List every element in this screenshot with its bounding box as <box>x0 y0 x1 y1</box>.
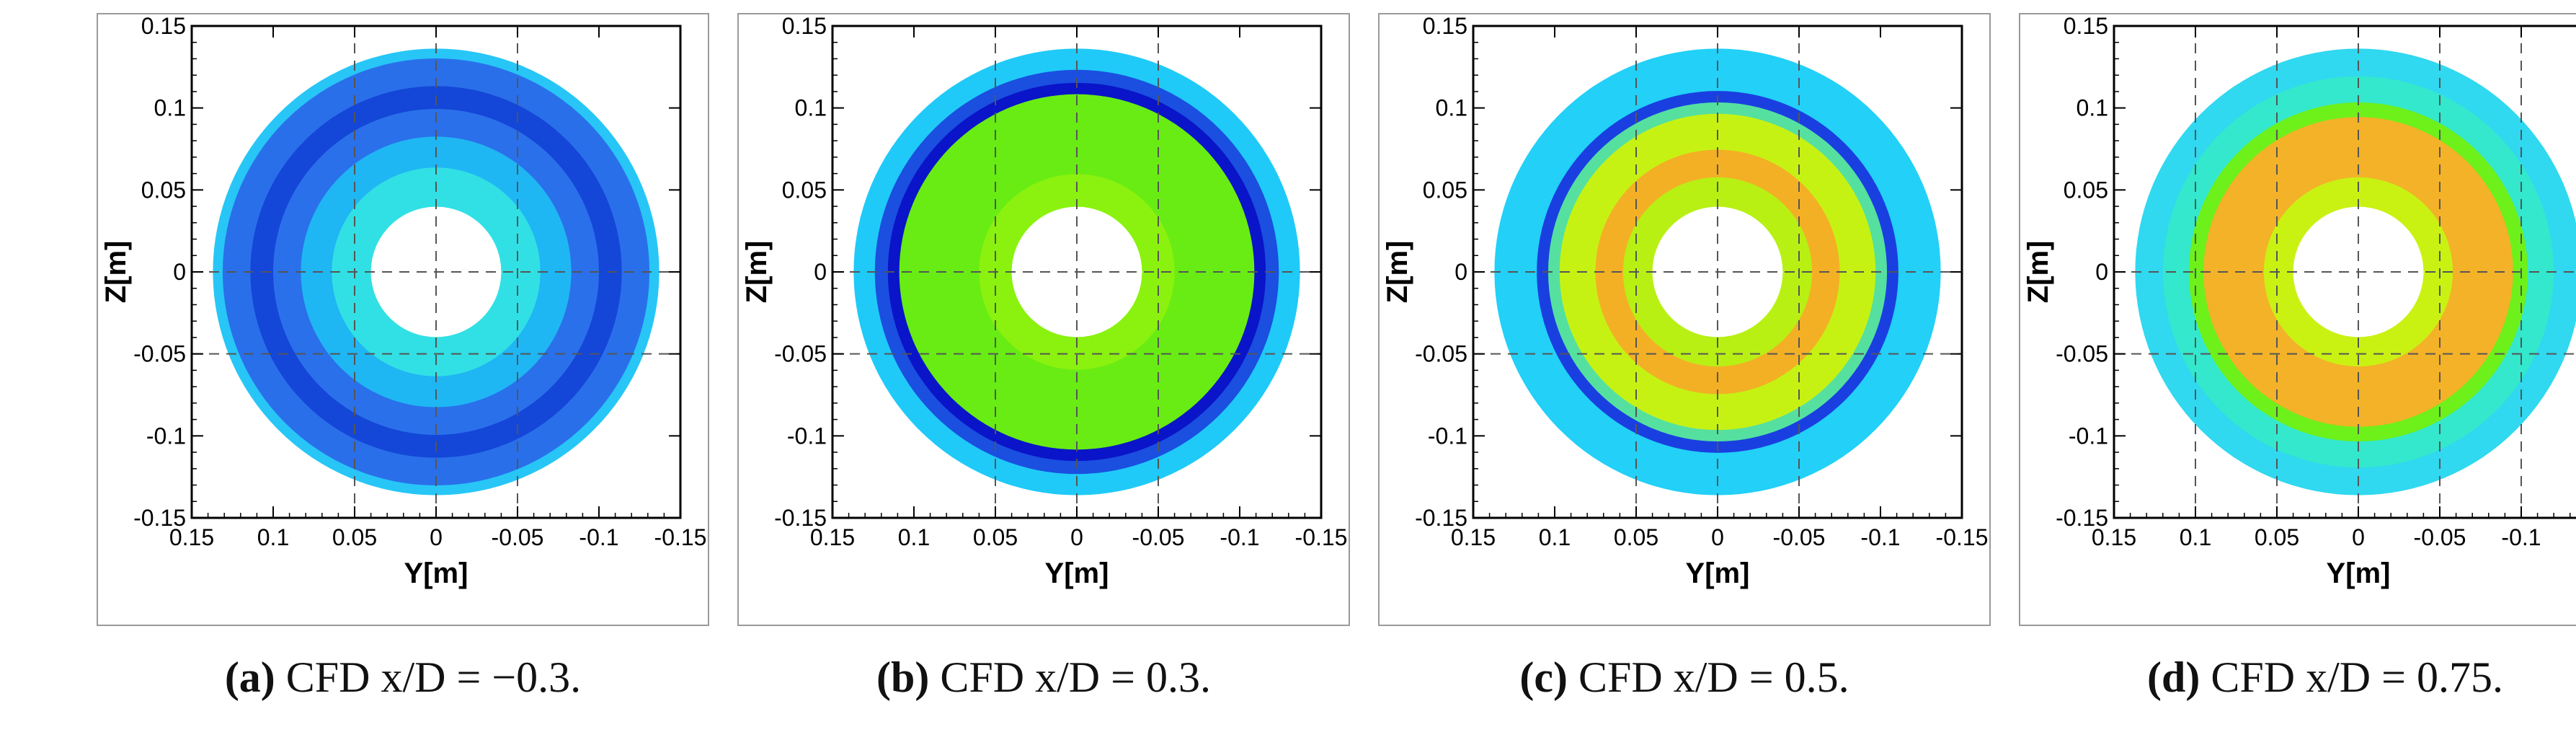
xtick-label-a-4: -0.05 <box>492 524 544 550</box>
y-axis-label-d: Z[m] <box>2022 241 2054 304</box>
plot-panel-c: 0.15 0.1 0.05 0 -0.05 -0.1 -0.15 0.15 0.1 0.05 0 -0… <box>1378 13 1991 626</box>
ytick-label-b-2: 0.05 <box>782 177 827 203</box>
caption-a: (a) CFD x/D = −0.3. <box>97 653 709 702</box>
caption-letter-b: (b) <box>876 653 930 701</box>
ytick-label-c-0: 0.15 <box>1423 14 1467 39</box>
plot-panel-d: 0.150.10.050-0.05-0.1-0.150.150.10.050-0… <box>2019 13 2576 626</box>
contour-plot-c: 0.15 0.1 0.05 0 -0.05 -0.1 -0.150.150.10.050-0… <box>1382 14 1989 589</box>
caption-text-b: CFD x/D = 0.3. <box>940 653 1211 701</box>
x-axis-label-b: Y[m] <box>1045 558 1109 589</box>
xtick-label-a-0: 0.15 <box>169 524 214 550</box>
ytick-label-a-2: 0.05 <box>141 177 186 203</box>
xtick-label-c-2: 0.05 <box>1614 524 1658 550</box>
xtick-label-d-2: 0.05 <box>2255 524 2299 550</box>
ytick-label-c-6: -0.15 <box>1415 505 1467 531</box>
xtick-label-b-1: 0.1 <box>898 524 930 550</box>
x-axis-label-a: Y[m] <box>404 558 468 589</box>
xtick-label-b-5: -0.1 <box>1220 524 1259 550</box>
xtick-label-c-6: -0.15 <box>1936 524 1989 550</box>
ytick-label-a-6: -0.15 <box>133 505 186 531</box>
xtick-label-b-2: 0.05 <box>973 524 1018 550</box>
xtick-label-c-5: -0.1 <box>1860 524 1900 550</box>
ytick-label-a-4: -0.05 <box>133 341 186 367</box>
y-axis-label-a: Z[m] <box>100 241 132 304</box>
xtick-label-c-1: 0.1 <box>1539 524 1571 550</box>
y-axis-label-b: Z[m] <box>741 241 773 304</box>
ytick-label-d-0: 0.15 <box>2064 14 2108 39</box>
caption-text-c: CFD x/D = 0.5. <box>1578 653 1849 701</box>
xtick-label-a-6: -0.15 <box>654 524 707 550</box>
xtick-label-d-3: 0 <box>2352 524 2365 550</box>
ytick-label-c-1: 0.1 <box>1436 95 1467 121</box>
ytick-label-b-1: 0.1 <box>795 95 827 121</box>
ytick-label-b-4: -0.05 <box>774 341 827 367</box>
xtick-label-b-0: 0.15 <box>810 524 855 550</box>
xtick-label-c-0: 0.15 <box>1451 524 1496 550</box>
ytick-label-a-0: 0.15 <box>141 14 186 39</box>
xtick-label-b-4: -0.05 <box>1132 524 1185 550</box>
plot-panel-b: 0.15 0.1 0.05 0 -0.05 -0.1 -0.15 0.15 0.1 0.05 0 -0… <box>737 13 1350 626</box>
caption-b: (b) CFD x/D = 0.3. <box>737 653 1350 702</box>
xtick-label-d-0: 0.15 <box>2092 524 2136 550</box>
caption-text-a: CFD x/D = −0.3. <box>285 653 582 701</box>
ytick-label-d-5: -0.1 <box>2069 423 2108 449</box>
ytick-label-a-5: -0.1 <box>146 423 186 449</box>
xtick-label-d-4: -0.05 <box>2414 524 2466 550</box>
caption-letter-a: (a) <box>224 653 275 701</box>
ytick-label-c-5: -0.1 <box>1428 423 1467 449</box>
x-axis-label-d: Y[m] <box>2327 558 2391 589</box>
caption-d: (d) CFD x/D = 0.75. <box>2019 653 2576 702</box>
ytick-label-d-4: -0.05 <box>2056 341 2108 367</box>
xtick-label-a-2: 0.05 <box>332 524 377 550</box>
contour-plot-d: 0.150.10.050-0.05-0.1-0.150.150.10.050-0… <box>2022 14 2576 589</box>
ytick-label-c-4: -0.05 <box>1415 341 1467 367</box>
xtick-label-a-1: 0.1 <box>257 524 289 550</box>
ytick-label-c-2: 0.05 <box>1423 177 1467 203</box>
ytick-label-a-3: 0 <box>173 259 186 285</box>
ytick-label-c-3: 0 <box>1454 259 1467 285</box>
plot-panel-a: 0.15 0.1 0.05 0 -0.05 -0.1 -0.15 0.15 0.1 0.05 0 -0… <box>97 13 709 626</box>
xtick-label-c-4: -0.05 <box>1773 524 1826 550</box>
ytick-label-b-3: 0 <box>814 259 827 285</box>
xtick-label-c-3: 0 <box>1711 524 1724 550</box>
ytick-label-b-6: -0.15 <box>774 505 827 531</box>
xtick-label-b-6: -0.15 <box>1295 524 1348 550</box>
xtick-label-b-3: 0 <box>1070 524 1083 550</box>
x-axis-label-c: Y[m] <box>1686 558 1750 589</box>
ytick-label-a-1: 0.1 <box>154 95 186 121</box>
ytick-label-d-2: 0.05 <box>2064 177 2108 203</box>
contour-plot-a: 0.15 0.1 0.05 0 -0.05 -0.1 -0.150.150.10.050-0… <box>100 14 707 589</box>
xtick-label-a-3: 0 <box>430 524 443 550</box>
caption-letter-d: (d) <box>2147 653 2200 701</box>
caption-text-d: CFD x/D = 0.75. <box>2211 653 2503 701</box>
ytick-label-b-0: 0.15 <box>782 14 827 39</box>
ytick-label-b-5: -0.1 <box>787 423 827 449</box>
xtick-label-a-5: -0.1 <box>579 524 618 550</box>
y-axis-label-c: Z[m] <box>1382 241 1413 304</box>
ytick-label-d-3: 0 <box>2095 259 2108 285</box>
contour-plot-b: 0.15 0.1 0.05 0 -0.05 -0.1 -0.150.150.10.050-0… <box>741 14 1348 589</box>
xtick-label-d-1: 0.1 <box>2180 524 2211 550</box>
ytick-label-d-1: 0.1 <box>2077 95 2108 121</box>
caption-letter-c: (c) <box>1519 653 1568 701</box>
xtick-label-d-5: -0.1 <box>2501 524 2541 550</box>
caption-c: (c) CFD x/D = 0.5. <box>1378 653 1991 702</box>
ytick-label-d-6: -0.15 <box>2056 505 2108 531</box>
